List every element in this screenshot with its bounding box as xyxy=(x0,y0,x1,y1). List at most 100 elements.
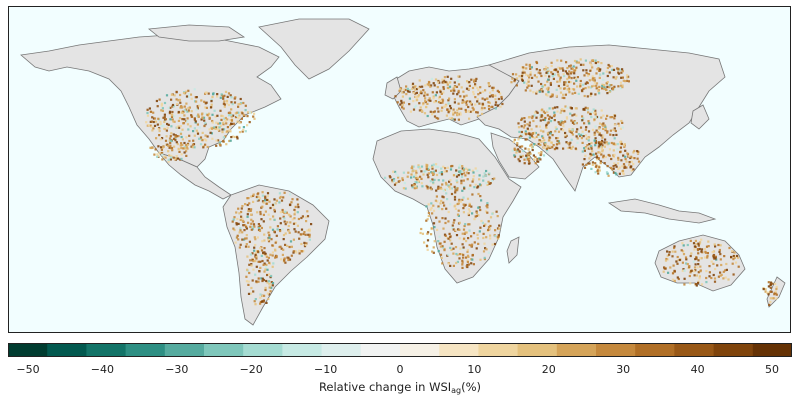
change-pixel xyxy=(589,112,592,115)
change-pixel xyxy=(187,128,190,131)
change-pixel xyxy=(284,261,287,264)
change-pixel xyxy=(497,97,500,101)
change-pixel xyxy=(433,240,436,243)
change-pixel xyxy=(172,120,175,123)
change-pixel xyxy=(288,214,291,217)
change-pixel xyxy=(494,107,497,110)
change-pixel xyxy=(556,59,559,62)
change-pixel xyxy=(667,271,670,274)
change-pixel xyxy=(459,172,462,175)
change-pixel xyxy=(771,282,774,285)
change-pixel xyxy=(250,195,253,198)
change-pixel xyxy=(423,241,426,244)
change-pixel xyxy=(582,83,585,86)
change-pixel xyxy=(443,204,446,207)
change-pixel xyxy=(617,158,620,161)
change-pixel xyxy=(538,69,541,72)
change-pixel xyxy=(481,90,484,93)
change-pixel xyxy=(239,227,242,230)
change-pixel xyxy=(565,116,568,119)
change-pixel xyxy=(588,122,591,125)
change-pixel xyxy=(618,166,621,169)
change-pixel xyxy=(681,269,684,272)
colorbar-bin xyxy=(47,343,87,357)
change-pixel xyxy=(608,86,611,89)
change-pixel xyxy=(601,136,604,139)
change-pixel xyxy=(264,288,267,292)
change-pixel xyxy=(426,164,429,167)
change-pixel xyxy=(489,234,492,237)
change-pixel xyxy=(767,281,770,284)
change-pixel xyxy=(256,211,259,214)
change-pixel xyxy=(559,123,562,126)
change-pixel xyxy=(621,126,624,129)
change-pixel xyxy=(599,68,602,71)
change-pixel xyxy=(425,219,428,222)
change-pixel xyxy=(671,278,675,281)
change-pixel xyxy=(548,136,551,139)
change-pixel xyxy=(193,88,196,91)
change-pixel xyxy=(424,97,427,100)
change-pixel xyxy=(426,239,430,242)
change-pixel xyxy=(161,107,164,110)
change-pixel xyxy=(461,189,464,192)
change-pixel xyxy=(617,67,620,71)
change-pixel xyxy=(439,245,442,248)
change-pixel xyxy=(434,78,438,81)
change-pixel xyxy=(295,251,298,254)
change-pixel xyxy=(456,189,459,192)
change-pixel xyxy=(257,195,260,198)
change-pixel xyxy=(734,255,737,258)
change-pixel xyxy=(430,84,433,87)
change-pixel xyxy=(618,68,621,71)
colorbar-bin xyxy=(400,343,440,357)
change-pixel xyxy=(595,115,599,119)
change-pixel xyxy=(167,106,170,109)
change-pixel xyxy=(463,97,466,100)
change-pixel xyxy=(240,215,243,218)
change-pixel xyxy=(455,234,459,237)
change-pixel xyxy=(602,78,605,81)
change-pixel xyxy=(274,256,277,259)
change-pixel xyxy=(430,227,433,230)
change-pixel xyxy=(434,100,437,103)
change-pixel xyxy=(242,128,245,131)
change-pixel xyxy=(524,147,527,150)
change-pixel xyxy=(568,65,571,68)
change-pixel xyxy=(247,292,251,295)
change-pixel xyxy=(448,85,452,88)
change-pixel xyxy=(457,107,461,110)
change-pixel xyxy=(454,229,457,232)
change-pixel xyxy=(436,228,439,231)
change-pixel xyxy=(175,102,179,106)
change-pixel xyxy=(477,93,480,96)
change-pixel xyxy=(613,85,616,88)
change-pixel xyxy=(624,80,627,83)
change-pixel xyxy=(542,130,545,133)
change-pixel xyxy=(515,149,519,152)
change-pixel xyxy=(175,157,178,160)
change-pixel xyxy=(264,286,267,289)
change-pixel xyxy=(769,290,772,293)
change-pixel xyxy=(539,129,543,132)
change-pixel xyxy=(666,254,669,257)
change-pixel xyxy=(237,111,240,114)
change-pixel xyxy=(283,191,286,194)
change-pixel xyxy=(188,134,191,137)
change-pixel xyxy=(575,61,579,64)
change-pixel xyxy=(602,84,606,87)
change-pixel xyxy=(609,166,613,169)
change-pixel xyxy=(546,109,549,112)
change-pixel xyxy=(543,68,547,71)
change-pixel xyxy=(612,134,615,137)
change-pixel xyxy=(270,274,273,278)
change-pixel xyxy=(427,203,430,206)
change-pixel xyxy=(437,185,440,188)
change-pixel xyxy=(489,224,492,228)
change-pixel xyxy=(403,182,406,185)
change-pixel xyxy=(452,92,455,95)
change-pixel xyxy=(466,100,469,103)
change-pixel xyxy=(597,147,600,150)
change-pixel xyxy=(235,111,238,114)
change-pixel xyxy=(162,116,165,119)
